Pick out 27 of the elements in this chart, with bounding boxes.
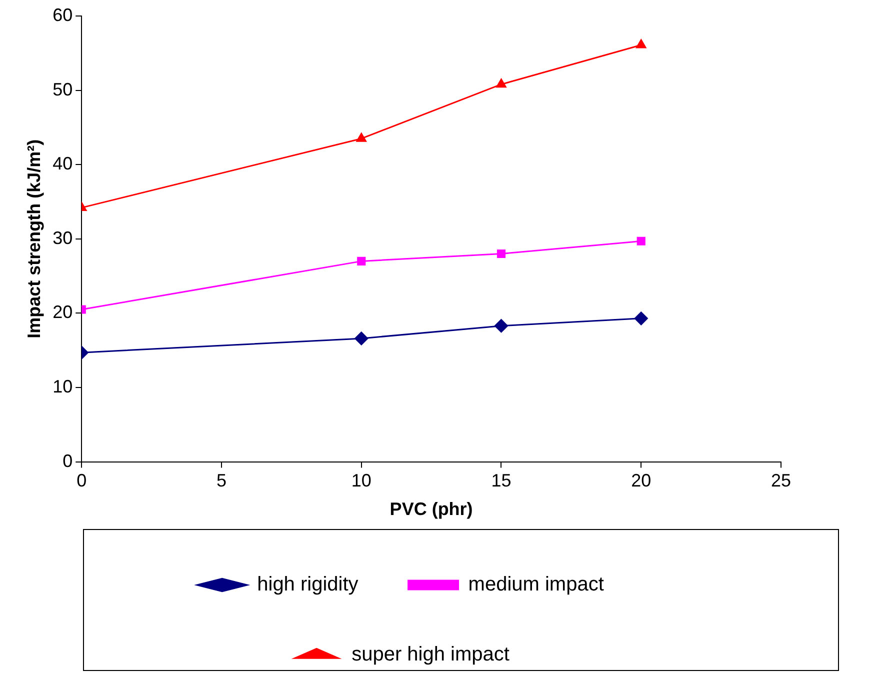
- x-tick-label: 15: [491, 470, 512, 491]
- legend-label: high rigidity: [257, 574, 358, 596]
- point: [357, 256, 366, 266]
- point: [354, 332, 368, 346]
- y-tick-label: 60: [52, 4, 73, 25]
- y-tick-label: 20: [52, 302, 73, 322]
- y-tick-label: 0: [62, 450, 73, 471]
- point: [494, 319, 508, 333]
- y-tick-label: 10: [52, 376, 73, 396]
- legend-label: super high impact: [352, 644, 510, 666]
- y-axis-title: Impact strength (kJ/m²): [24, 139, 44, 338]
- x-tick-label: 5: [216, 470, 227, 491]
- legend-label: medium impact: [468, 574, 604, 596]
- point: [634, 312, 648, 326]
- y-tick-label: 50: [52, 79, 73, 100]
- point: [496, 78, 506, 88]
- y-tick-label: 30: [52, 228, 73, 248]
- x-tick-label: 20: [631, 470, 652, 491]
- x-tick-label: 10: [351, 470, 372, 491]
- point: [496, 249, 506, 258]
- x-tick-label: 25: [770, 470, 792, 491]
- y-tick-label: 40: [52, 154, 73, 174]
- x-tick-label: 0: [76, 470, 87, 491]
- point: [636, 236, 646, 246]
- point: [636, 39, 646, 48]
- x-axis-title: PVC (phr): [390, 499, 473, 520]
- point: [356, 132, 366, 142]
